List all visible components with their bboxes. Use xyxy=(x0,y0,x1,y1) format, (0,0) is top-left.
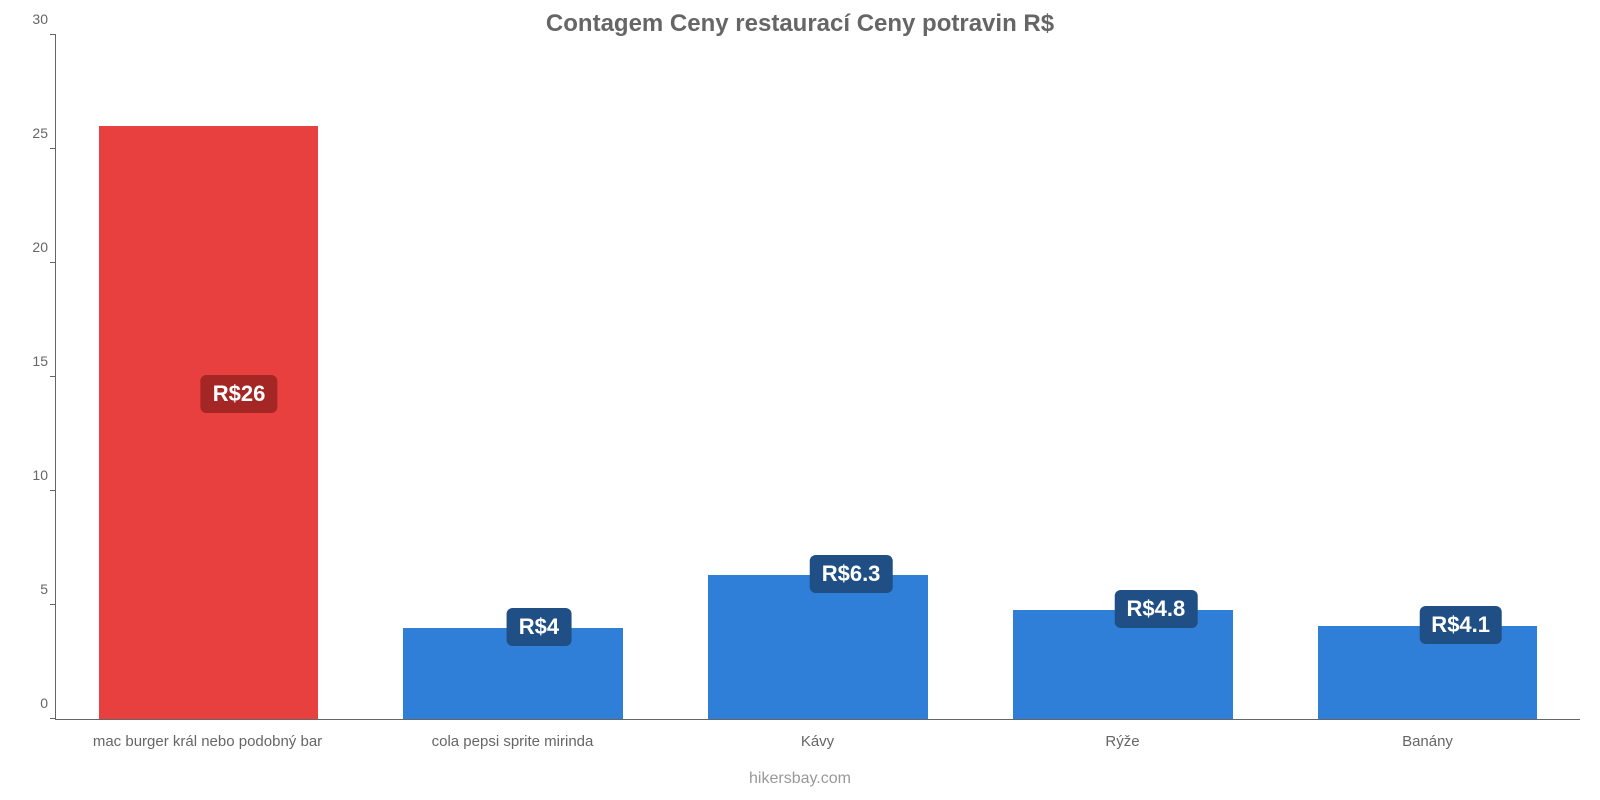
x-axis-label: Kávy xyxy=(665,733,970,750)
y-tick-mark xyxy=(50,376,56,377)
bar-value-label: R$4 xyxy=(507,608,571,646)
y-tick-mark xyxy=(50,490,56,491)
bar-slot: R$4.1 xyxy=(1275,35,1580,719)
bars-row: R$26 R$4 R$6.3 R$4.8 R$4.1 xyxy=(56,35,1580,719)
y-tick-label: 20 xyxy=(16,239,56,255)
bar-value-label: R$4.1 xyxy=(1419,606,1502,644)
chart-title: Contagem Ceny restaurací Ceny potravin R… xyxy=(0,10,1600,38)
x-axis-label: Banány xyxy=(1275,733,1580,750)
y-tick-label: 0 xyxy=(16,695,56,711)
bar-value-label: R$26 xyxy=(201,375,278,413)
y-tick-mark xyxy=(50,718,56,719)
chart-footer: hikersbay.com xyxy=(0,770,1600,788)
bar: R$4 xyxy=(403,628,622,719)
y-tick-label: 30 xyxy=(16,11,56,27)
y-tick-label: 10 xyxy=(16,467,56,483)
bar-value-label: R$4.8 xyxy=(1115,590,1198,628)
bar-slot: R$4 xyxy=(361,35,666,719)
y-tick-label: 15 xyxy=(16,353,56,369)
x-axis-label: cola pepsi sprite mirinda xyxy=(360,733,665,750)
y-tick-label: 5 xyxy=(16,581,56,597)
y-tick-mark xyxy=(50,34,56,35)
price-bar-chart: Contagem Ceny restaurací Ceny potravin R… xyxy=(0,0,1600,800)
bar-slot: R$26 xyxy=(56,35,361,719)
bar-slot: R$6.3 xyxy=(666,35,971,719)
x-axis-label: Rýže xyxy=(970,733,1275,750)
bar: R$6.3 xyxy=(708,575,927,719)
bar: R$4.8 xyxy=(1013,610,1232,719)
y-tick-mark xyxy=(50,604,56,605)
bar: R$26 xyxy=(99,126,318,719)
bar-value-label: R$6.3 xyxy=(810,555,893,593)
x-axis-label: mac burger král nebo podobný bar xyxy=(55,733,360,750)
bar-slot: R$4.8 xyxy=(970,35,1275,719)
x-axis-labels: mac burger král nebo podobný barcola pep… xyxy=(55,733,1580,750)
bar: R$4.1 xyxy=(1318,626,1537,719)
plot-area: R$26R$4R$6.3R$4.8R$4.1 051015202530 xyxy=(55,35,1580,720)
y-tick-mark xyxy=(50,148,56,149)
y-tick-mark xyxy=(50,262,56,263)
y-tick-label: 25 xyxy=(16,125,56,141)
